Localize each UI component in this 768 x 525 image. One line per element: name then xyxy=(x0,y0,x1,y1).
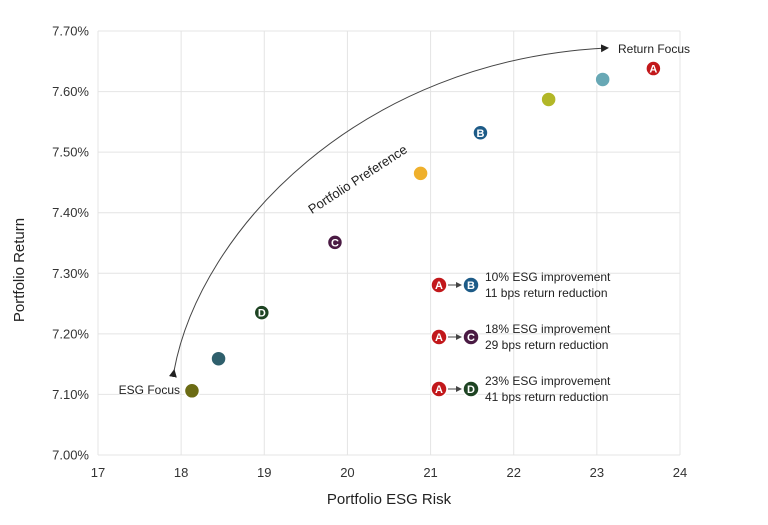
y-axis-title: Portfolio Return xyxy=(11,218,28,322)
x-tick-label: 24 xyxy=(673,465,687,480)
legend-badge-to-label: D xyxy=(467,384,475,396)
legend-line-1: 18% ESG improvement xyxy=(485,322,611,336)
data-point xyxy=(594,71,611,88)
y-tick-label: 7.20% xyxy=(52,326,89,341)
x-tick-label: 19 xyxy=(257,465,271,480)
data-point-b xyxy=(472,124,489,142)
legend-badge-to-label: B xyxy=(467,280,475,292)
y-tick-label: 7.10% xyxy=(52,387,89,402)
esg-focus-label: ESG Focus xyxy=(119,383,180,397)
data-point-a xyxy=(645,60,662,77)
improvement-legend: A B 10% ESG improvement 11 bps return reduc… xyxy=(430,270,611,404)
axis-ticks: 17 18 19 20 21 22 23 24 7.00% 7.10% 7.20% 7.30% 7.40… xyxy=(52,24,687,481)
y-tick-label: 7.60% xyxy=(52,84,89,99)
legend-badge-from-label: A xyxy=(435,384,443,396)
data-point xyxy=(412,165,429,182)
x-axis-title: Portfolio ESG Risk xyxy=(327,491,452,508)
return-focus-label: Return Focus xyxy=(618,42,690,56)
y-tick-label: 7.50% xyxy=(52,145,89,160)
legend-badge-from xyxy=(430,380,448,398)
data-points: D C B A xyxy=(183,60,662,400)
x-tick-label: 18 xyxy=(174,465,188,480)
x-tick-label: 17 xyxy=(91,465,105,480)
data-point-label: D xyxy=(258,308,266,320)
x-tick-label: 21 xyxy=(423,465,437,480)
legend-badge-to xyxy=(462,328,480,346)
data-point xyxy=(210,350,227,367)
portfolio-preference-arrow xyxy=(168,44,609,378)
legend-line-2: 11 bps return reduction xyxy=(485,286,608,300)
portfolio-preference-label: Portfolio Preference xyxy=(305,142,410,217)
data-point xyxy=(183,382,201,400)
data-point-label: B xyxy=(476,128,484,140)
legend-line-1: 23% ESG improvement xyxy=(485,374,611,388)
legend-badge-from xyxy=(430,328,448,346)
x-tick-label: 20 xyxy=(340,465,354,480)
data-point-label: C xyxy=(331,237,339,249)
y-tick-label: 7.40% xyxy=(52,205,89,220)
legend-badge-from-label: A xyxy=(435,280,443,292)
legend-line-1: 10% ESG improvement xyxy=(485,270,611,284)
legend-line-2: 29 bps return reduction xyxy=(485,338,608,352)
legend-line-2: 41 bps return reduction xyxy=(485,390,608,404)
legend-badge-to xyxy=(462,276,480,294)
legend-badge-to-label: C xyxy=(467,332,475,344)
legend-row: A B 10% ESG improvement 11 bps return reduc… xyxy=(430,270,611,300)
legend-row: A D 23% ESG improvement 41 bps return reduc… xyxy=(430,374,611,404)
data-point-label: A xyxy=(649,64,657,76)
legend-badge-from xyxy=(430,276,448,294)
data-point-c xyxy=(326,234,344,251)
legend-row: A C 18% ESG improvement 29 bps return reduc… xyxy=(430,322,611,352)
legend-badge-to xyxy=(462,380,480,398)
y-tick-label: 7.00% xyxy=(52,448,89,463)
y-tick-label: 7.30% xyxy=(52,266,89,281)
data-point xyxy=(540,91,557,108)
data-point-d xyxy=(253,304,271,321)
x-tick-label: 23 xyxy=(590,465,604,480)
x-tick-label: 22 xyxy=(506,465,520,480)
y-tick-label: 7.70% xyxy=(52,24,89,39)
legend-badge-from-label: A xyxy=(435,332,443,344)
